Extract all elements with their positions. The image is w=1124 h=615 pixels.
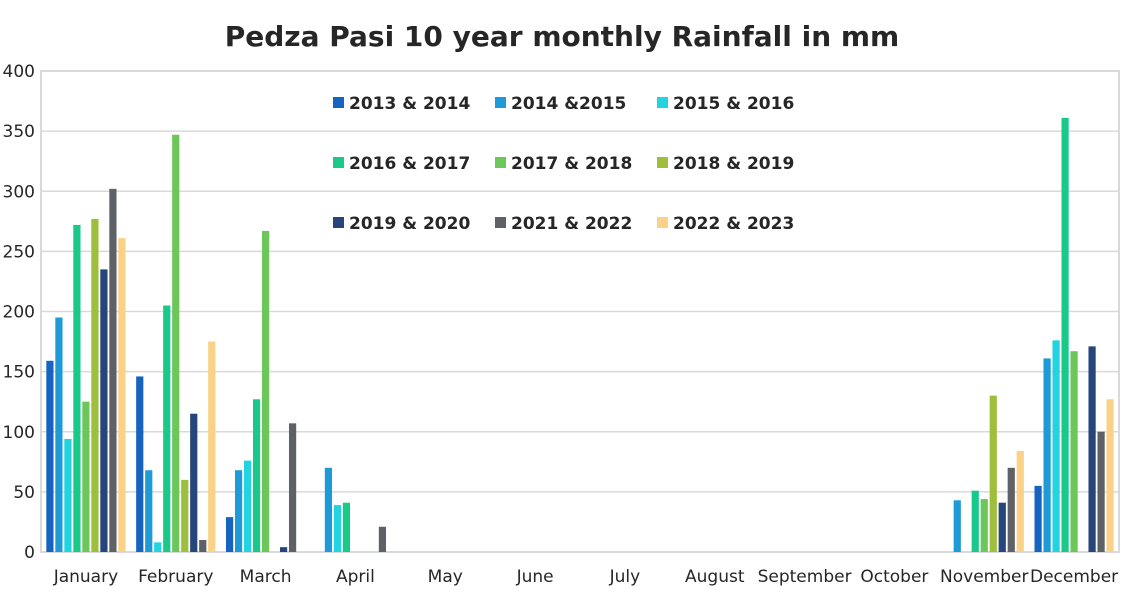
x-axis-ticks: January February March April May June July Augu…: [53, 567, 1118, 587]
bars: [46, 117, 1114, 553]
bar: [998, 502, 1006, 552]
bar: [73, 224, 81, 553]
bar: [971, 490, 979, 552]
bar: [172, 134, 180, 553]
bar: [261, 230, 270, 552]
legend: 2013 & 2014 2014 &2015 2015 & 2016 2016 & 2…: [333, 94, 794, 234]
x-tick-label: October: [860, 567, 928, 587]
legend-swatch: [657, 157, 668, 168]
bar: [1061, 117, 1069, 553]
bar: [342, 502, 351, 552]
bar: [55, 317, 63, 552]
legend-swatch: [495, 217, 506, 228]
legend-label: 2013 & 2014: [349, 94, 470, 114]
legend-swatch: [495, 97, 506, 108]
y-tick-label: 100: [3, 423, 35, 443]
bar: [199, 539, 207, 552]
bar: [91, 218, 99, 552]
y-axis-ticks: 0 50 100 150 200 250 300 350 400: [3, 62, 35, 563]
bar: [118, 238, 126, 552]
chart-title: Pedza Pasi 10 year monthly Rainfall in m…: [225, 20, 899, 53]
legend-swatch: [657, 217, 668, 228]
bar: [1043, 358, 1051, 552]
legend-swatch: [333, 97, 344, 108]
bar: [1052, 340, 1060, 552]
bar: [181, 479, 189, 552]
bar: [1070, 351, 1078, 552]
y-tick-label: 350: [3, 122, 35, 142]
bar: [225, 517, 234, 552]
x-tick-label: February: [138, 567, 213, 587]
bar: [1034, 485, 1042, 552]
x-tick-label: June: [516, 567, 554, 587]
bar: [190, 413, 198, 552]
legend-label: 2014 &2015: [511, 94, 626, 114]
bar: [324, 467, 333, 552]
x-tick-label: November: [940, 567, 1028, 587]
legend-swatch: [495, 157, 506, 168]
y-tick-label: 0: [24, 543, 35, 563]
y-tick-label: 400: [3, 62, 35, 82]
x-tick-label: March: [240, 567, 292, 587]
bar: [1097, 431, 1105, 552]
bar: [288, 423, 297, 552]
gridlines: [41, 130, 1119, 493]
bar: [163, 305, 171, 552]
x-tick-label: September: [758, 567, 852, 587]
bar: [145, 470, 153, 552]
bar: [1088, 346, 1096, 552]
bar: [279, 547, 288, 552]
x-tick-label: December: [1030, 567, 1118, 587]
legend-label: 2016 & 2017: [349, 154, 470, 174]
y-tick-label: 200: [3, 303, 35, 323]
bar: [109, 188, 117, 552]
bar: [243, 460, 252, 552]
bar: [989, 395, 997, 552]
legend-swatch: [333, 217, 344, 228]
bar: [82, 401, 90, 552]
legend-label: 2015 & 2016: [673, 94, 794, 114]
legend-swatch: [657, 97, 668, 108]
y-tick-label: 50: [13, 483, 35, 503]
bar: [1106, 399, 1114, 552]
bar: [252, 399, 261, 552]
legend-label: 2017 & 2018: [511, 154, 632, 174]
x-tick-label: August: [685, 567, 745, 587]
bar: [333, 505, 342, 552]
y-tick-label: 300: [3, 182, 35, 202]
bar: [208, 341, 216, 552]
legend-label: 2019 & 2020: [349, 214, 470, 234]
legend-label: 2018 & 2019: [673, 154, 794, 174]
bar: [234, 470, 243, 552]
y-tick-label: 150: [3, 363, 35, 383]
x-tick-label: May: [428, 567, 463, 587]
bar: [64, 438, 72, 552]
legend-label: 2022 & 2023: [673, 214, 794, 234]
x-tick-label: July: [609, 567, 641, 587]
x-tick-label: January: [53, 567, 118, 587]
bar: [1007, 467, 1015, 552]
bar: [1016, 450, 1024, 552]
legend-swatch: [333, 157, 344, 168]
bar: [953, 500, 961, 552]
bar: [46, 360, 54, 552]
bar: [980, 499, 988, 552]
bar: [136, 376, 144, 552]
bar: [378, 526, 387, 552]
bar: [154, 542, 162, 552]
x-tick-label: April: [336, 567, 375, 587]
legend-label: 2021 & 2022: [511, 214, 632, 234]
y-tick-label: 250: [3, 242, 35, 262]
bar: [100, 269, 108, 552]
